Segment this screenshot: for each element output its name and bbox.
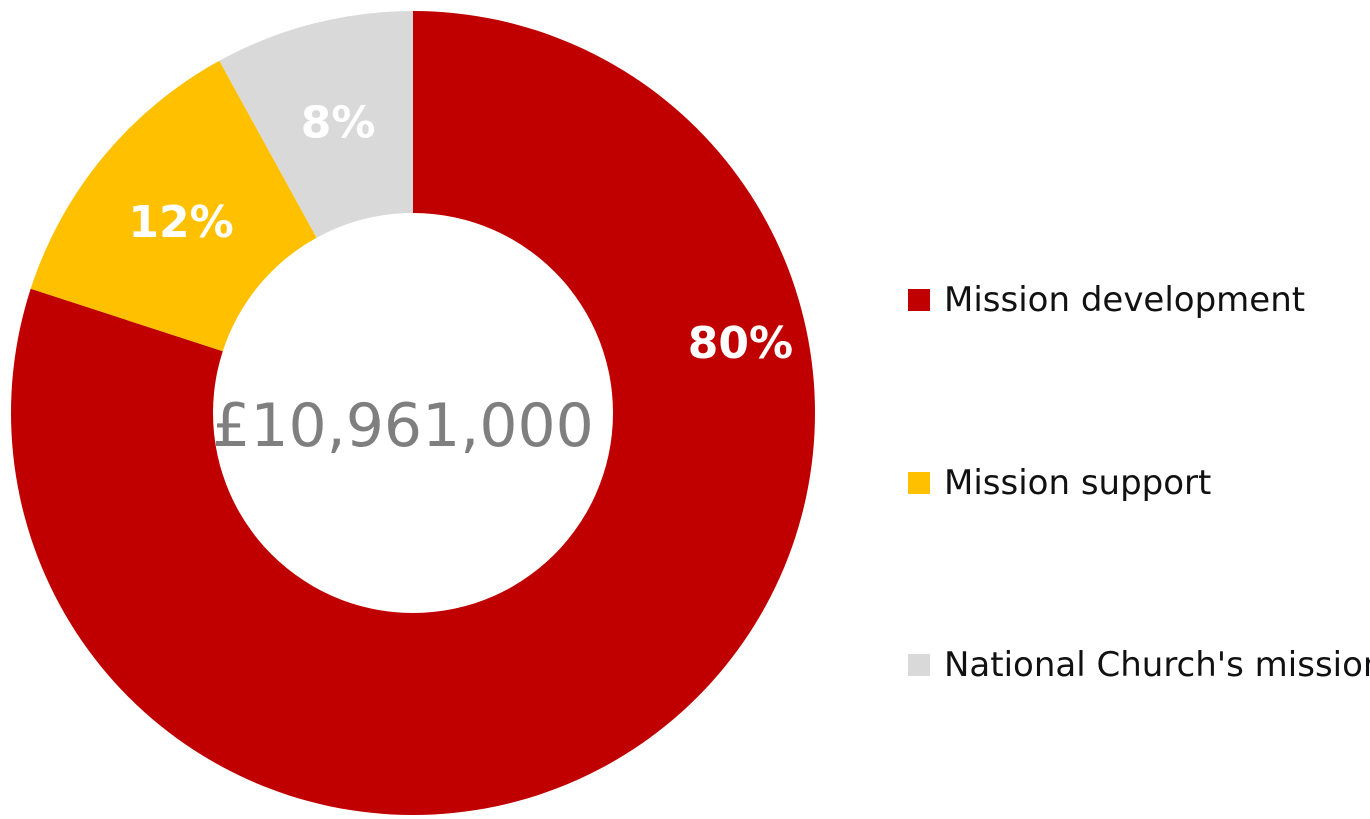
slice-label-mission-development: 80% xyxy=(688,318,793,369)
legend-label-mission-development: Mission development xyxy=(944,280,1306,320)
legend-swatch-mission-development xyxy=(908,289,930,311)
legend-label-national-church-mission: National Church's mission xyxy=(944,645,1370,685)
legend-item-mission-support: Mission support xyxy=(908,458,1211,508)
legend-swatch-mission-support xyxy=(908,472,930,494)
donut-slices xyxy=(10,11,816,815)
chart-legend: Mission development Mission support Nati… xyxy=(908,0,1370,819)
legend-item-mission-development: Mission development xyxy=(908,275,1305,325)
slice-labels: 80% 12% 8% xyxy=(128,97,793,369)
slice-mission-support xyxy=(30,60,317,352)
center-total-label: £10,961,000 xyxy=(212,391,594,461)
slice-national-church-s-mission xyxy=(219,11,413,238)
slice-label-mission-support: 12% xyxy=(128,197,233,248)
legend-swatch-national-church-mission xyxy=(908,654,930,676)
legend-label-mission-support: Mission support xyxy=(944,463,1212,503)
slice-label-national-church-s-mission: 8% xyxy=(301,97,376,148)
slice-mission-development xyxy=(10,11,816,815)
legend-item-national-church-mission: National Church's mission xyxy=(908,640,1370,690)
